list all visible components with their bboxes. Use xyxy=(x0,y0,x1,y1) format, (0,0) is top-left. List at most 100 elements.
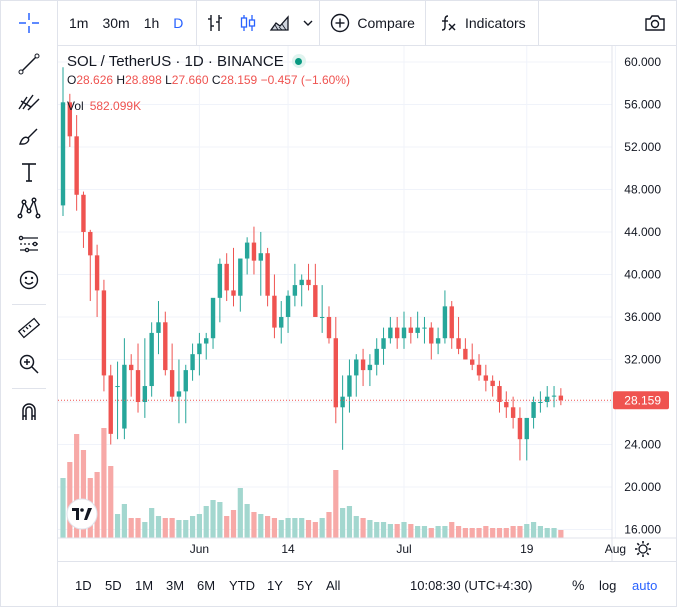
percent-scale-toggle[interactable]: % xyxy=(572,577,585,593)
range-5y[interactable]: 5Y xyxy=(297,577,313,593)
volume-bar xyxy=(258,514,264,538)
candle-body xyxy=(463,348,468,360)
volume-bar xyxy=(155,516,162,538)
interval-30m[interactable]: 30m xyxy=(102,14,130,31)
auto-scale-toggle[interactable]: auto xyxy=(632,577,658,593)
volume-bar xyxy=(544,528,550,538)
candle-body xyxy=(279,316,284,328)
volume-bar xyxy=(428,528,434,538)
price-tick-label: 36.000 xyxy=(624,310,661,324)
volume-bar xyxy=(401,522,407,538)
chart-settings-icon[interactable] xyxy=(635,541,651,557)
volume-key[interactable]: Vol xyxy=(67,99,84,113)
volume-bar xyxy=(530,522,537,538)
candle-body xyxy=(456,338,461,349)
volume-bar xyxy=(312,522,318,538)
chart-legend: SOL / TetherUS · 1D · BINANCE O28.626 H2… xyxy=(67,50,350,115)
candle-body xyxy=(319,316,325,318)
bars-style-icon[interactable] xyxy=(197,0,233,46)
pattern-tool-icon[interactable] xyxy=(10,192,48,224)
area-style-icon[interactable] xyxy=(263,0,297,46)
volume-bar xyxy=(74,434,80,538)
toolbar-divider xyxy=(12,304,46,305)
toolbar-divider xyxy=(319,0,321,46)
range-3m[interactable]: 3M xyxy=(166,577,185,593)
time-tick-label: 19 xyxy=(520,542,534,556)
volume-bar xyxy=(299,518,305,538)
crosshair-icon[interactable] xyxy=(10,7,48,39)
volume-bar xyxy=(251,512,257,538)
volume-bar xyxy=(80,450,87,538)
range-6m[interactable]: 6M xyxy=(197,577,216,593)
timezone-clock[interactable]: 10:08:30 (UTC+4:30) xyxy=(410,577,533,593)
candle-body xyxy=(251,242,257,261)
candle-body xyxy=(244,242,250,259)
grid-lines xyxy=(58,46,616,538)
interval-1m[interactable]: 1m xyxy=(69,14,89,31)
candle-body xyxy=(394,327,400,339)
zoom-in-icon[interactable] xyxy=(10,348,48,380)
prediction-tool-icon[interactable] xyxy=(10,228,48,260)
price-tick-label: 20.000 xyxy=(624,480,661,494)
symbol-title[interactable]: SOL / TetherUS · 1D · BINANCE xyxy=(67,52,284,70)
volume-bar xyxy=(169,518,175,538)
ohlc-values: O28.626 H28.898 L27.660 C28.159 −0.457 (… xyxy=(67,73,350,89)
trend-line-icon[interactable] xyxy=(10,48,48,80)
candle-body xyxy=(272,295,277,328)
candle-body xyxy=(217,263,223,298)
range-ytd[interactable]: YTD xyxy=(229,577,255,593)
volume-bar xyxy=(210,500,216,538)
candle-body xyxy=(313,285,318,317)
time-tick-label: Jul xyxy=(396,542,411,556)
camera-icon[interactable] xyxy=(633,0,677,46)
candle-body xyxy=(231,290,236,296)
volume-bar xyxy=(462,528,468,538)
volume-bar xyxy=(517,526,523,538)
candle-body xyxy=(449,306,454,339)
market-status-icon[interactable] xyxy=(291,54,306,68)
candle-body xyxy=(149,332,154,387)
pitchfork-icon[interactable] xyxy=(10,84,48,116)
smiley-icon[interactable] xyxy=(10,264,48,296)
range-5d[interactable]: 5D xyxy=(105,577,122,593)
candle-body xyxy=(538,401,543,403)
candle-body xyxy=(163,322,168,371)
volume-bar xyxy=(326,512,332,538)
candle-body xyxy=(524,417,529,440)
volume-bar xyxy=(149,508,155,538)
range-1d[interactable]: 1D xyxy=(75,577,92,593)
text-tool-icon[interactable] xyxy=(10,156,48,188)
indicators-button[interactable]: Indicators xyxy=(426,0,538,46)
candle-body xyxy=(183,370,188,392)
brush-icon[interactable] xyxy=(10,120,48,152)
candle-body xyxy=(292,285,298,296)
interval-1d[interactable]: D xyxy=(173,14,184,31)
toolbar-divider xyxy=(196,0,198,46)
compare-button[interactable]: Compare xyxy=(320,0,425,46)
candle-body xyxy=(326,316,332,339)
ruler-icon[interactable] xyxy=(10,312,48,344)
time-tick-label: 14 xyxy=(281,542,295,556)
volume-bar xyxy=(271,518,278,538)
range-1m[interactable]: 1M xyxy=(135,577,154,593)
chevron-down-icon[interactable] xyxy=(297,0,319,46)
log-scale-toggle[interactable]: log xyxy=(599,577,617,593)
volume-bar xyxy=(183,520,189,538)
compare-label: Compare xyxy=(357,14,415,31)
range-all[interactable]: All xyxy=(326,577,341,593)
time-axis[interactable]: Jun 14 Jul 19 Aug xyxy=(190,542,626,556)
candle-body xyxy=(517,417,523,440)
candles-style-icon[interactable] xyxy=(233,0,263,46)
candle-body xyxy=(258,253,263,261)
volume-bar xyxy=(305,520,312,538)
interval-1h[interactable]: 1h xyxy=(143,14,160,31)
price-axis[interactable]: 60.000 56.000 52.000 48.000 44.000 40.000 36.0… xyxy=(613,55,669,537)
price-chart[interactable]: 60.000 56.000 52.000 48.000 44.000 40.000 36.0… xyxy=(0,0,677,561)
candle-body xyxy=(367,364,373,371)
magnet-icon[interactable] xyxy=(10,396,48,428)
range-1y[interactable]: 1Y xyxy=(267,577,283,593)
volume-bar xyxy=(408,524,414,538)
tradingview-logo[interactable] xyxy=(66,498,98,530)
volume-bar xyxy=(442,526,448,538)
volume-bar xyxy=(455,526,462,538)
